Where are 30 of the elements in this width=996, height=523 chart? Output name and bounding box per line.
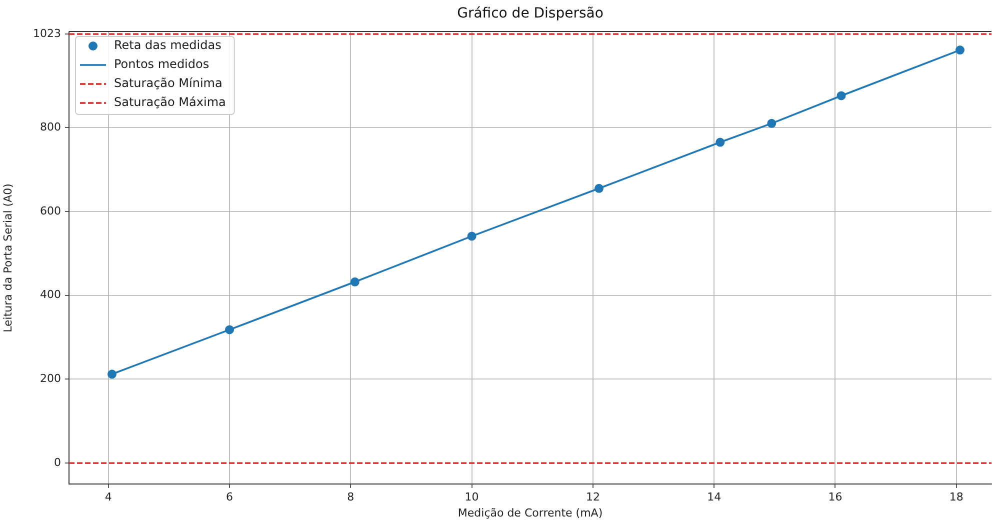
y-tick-label: 0 (54, 456, 61, 469)
point (467, 232, 476, 241)
legend-label: Saturação Mínima (114, 76, 222, 90)
point (594, 184, 604, 193)
legend-label: Saturação Máxima (114, 95, 226, 110)
x-tick-label: 12 (586, 490, 600, 504)
point (836, 91, 846, 100)
x-tick-label: 6 (226, 490, 234, 504)
y-tick-label: 600 (40, 204, 61, 218)
x-tick-label: 4 (104, 490, 112, 504)
legend-label: Pontos medidos (114, 57, 210, 72)
point (350, 277, 360, 286)
y-axis-title: Leitura da Porta Serial (A0) (1, 184, 14, 332)
x-tick-label: 18 (949, 490, 964, 504)
point (225, 325, 234, 334)
point (767, 118, 776, 128)
point (108, 370, 117, 379)
x-axis-title: Medição de Corrente (mA) (458, 506, 603, 520)
point (956, 46, 965, 55)
y-tick-label: 1023 (33, 26, 61, 40)
x-tick-label: 14 (707, 490, 722, 504)
y-tick-label: 400 (40, 288, 61, 302)
y-tick-label: 200 (40, 372, 61, 386)
legend-label: Reta das medidas (114, 38, 222, 52)
x-tick-label: 8 (347, 490, 354, 504)
x-tick-label: 16 (828, 490, 842, 504)
chart-title: Gráfico de Dispersão (457, 6, 604, 22)
y-tick-label: 800 (40, 120, 61, 134)
point (716, 138, 725, 147)
x-tick-label: 10 (464, 490, 479, 504)
